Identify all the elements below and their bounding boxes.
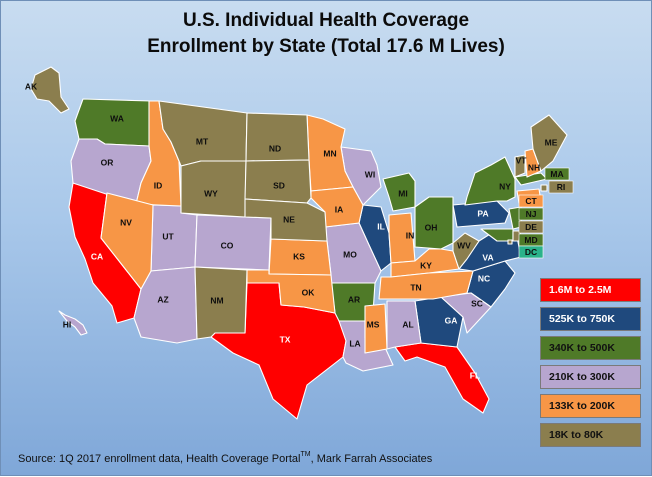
state-label-wv: WV — [457, 240, 471, 250]
state-label-ia: IA — [335, 204, 344, 214]
state-label-or: OR — [101, 157, 114, 167]
state-label-md: MD — [524, 235, 537, 245]
state-label-ak: AK — [25, 81, 38, 91]
state-label-nv: NV — [120, 217, 132, 227]
legend-item: 18K to 80K — [540, 423, 641, 447]
legend-item: 133K to 200K — [540, 394, 641, 418]
state-hi — [58, 310, 88, 336]
state-sd — [244, 159, 312, 204]
state-label-tx: TX — [280, 334, 291, 344]
state-label-mn: MN — [323, 148, 336, 158]
map-legend: 1.6M to 2.5M 525K to 750K 340K to 500K 210K… — [540, 278, 641, 452]
state-me — [530, 114, 568, 172]
legend-item: 340K to 500K — [540, 336, 641, 360]
state-ri — [540, 184, 548, 192]
state-label-wa: WA — [110, 113, 124, 123]
trademark-mark: TM — [300, 451, 311, 458]
state-label-ne: NE — [283, 214, 295, 224]
state-label-nd: ND — [269, 143, 281, 153]
legend-item: 1.6M to 2.5M — [540, 278, 641, 302]
state-label-ks: KS — [293, 251, 305, 261]
state-label-nj: NJ — [526, 209, 537, 219]
map-title-line-1: U.S. Individual Health Coverage — [182, 10, 470, 31]
source-text-suffix: , Mark Farrah Associates — [310, 453, 433, 465]
state-label-fl: FL — [470, 370, 480, 380]
state-box-ma — [544, 167, 570, 181]
state-box-de — [518, 220, 544, 234]
state-label-mo: MO — [343, 249, 357, 259]
state-label-nc: NC — [478, 273, 490, 283]
state-ia — [310, 186, 364, 228]
state-tn — [378, 270, 474, 300]
state-label-oh: OH — [425, 222, 438, 232]
state-label-ga: GA — [445, 315, 458, 325]
state-label-id: ID — [154, 180, 163, 190]
state-dc — [507, 239, 513, 245]
state-label-sd: SD — [273, 180, 285, 190]
map-title-line-2: Enrollment by State (Total 17.6 M Lives) — [147, 36, 505, 57]
state-label-co: CO — [221, 240, 234, 250]
state-box-nj — [518, 207, 544, 221]
state-ms — [364, 303, 388, 354]
state-label-tn: TN — [410, 282, 421, 292]
state-label-va: VA — [482, 252, 493, 262]
state-ak — [30, 66, 70, 114]
state-label-ri: RI — [557, 182, 566, 192]
state-vt — [514, 154, 526, 178]
state-ne — [244, 198, 328, 242]
state-nm — [194, 266, 248, 340]
source-text: Source: 1Q 2017 enrollment data, Health … — [18, 453, 301, 465]
state-label-ar: AR — [348, 294, 360, 304]
state-nv — [100, 192, 154, 290]
state-ut — [150, 204, 198, 272]
state-label-ut: UT — [162, 231, 174, 241]
state-label-mi: MI — [398, 188, 407, 198]
state-label-vt: VT — [516, 155, 528, 165]
state-label-nh: NH — [528, 162, 540, 172]
state-label-ny: NY — [499, 181, 511, 191]
state-box-ct — [518, 194, 544, 208]
state-wv — [452, 232, 480, 270]
state-label-de: DE — [525, 222, 537, 232]
state-label-il: IL — [377, 221, 385, 231]
state-label-la: LA — [349, 338, 360, 348]
state-label-ky: KY — [420, 260, 432, 270]
state-label-ca: CA — [91, 251, 103, 261]
state-label-wi: WI — [365, 169, 375, 179]
state-label-al: AL — [402, 319, 413, 329]
legend-item: 210K to 300K — [540, 365, 641, 389]
state-ny — [464, 156, 516, 206]
state-label-ms: MS — [367, 319, 380, 329]
state-label-wy: WY — [204, 188, 218, 198]
state-nd — [245, 112, 310, 162]
source-note: Source: 1Q 2017 enrollment data, Health … — [18, 451, 432, 465]
state-label-me: ME — [545, 137, 558, 147]
state-label-az: AZ — [157, 294, 168, 304]
state-label-ma: MA — [550, 169, 563, 179]
state-box-dc — [518, 245, 544, 259]
state-label-pa: PA — [477, 208, 488, 218]
state-label-mt: MT — [196, 136, 209, 146]
state-label-sc: SC — [471, 298, 483, 308]
state-ok — [246, 269, 336, 314]
state-label-hi: HI — [63, 319, 72, 329]
state-label-ok: OK — [302, 287, 316, 297]
state-label-nm: NM — [210, 295, 223, 305]
state-label-in: IN — [406, 230, 415, 240]
state-label-dc: DC — [525, 247, 537, 257]
state-box-ri — [548, 180, 574, 194]
state-label-ct: CT — [525, 196, 537, 206]
legend-item: 525K to 750K — [540, 307, 641, 331]
